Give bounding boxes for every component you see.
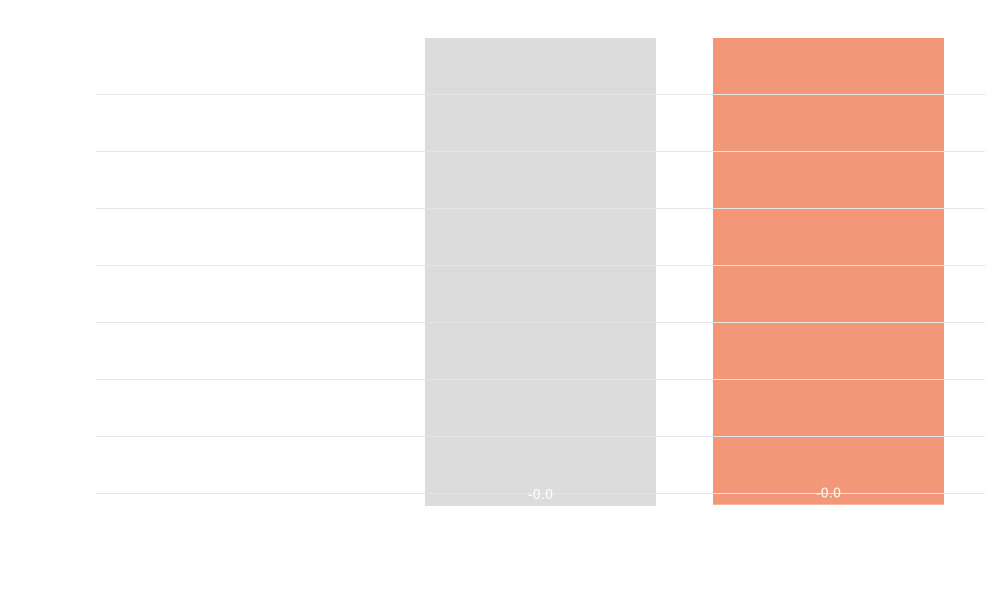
gridlines-overlay bbox=[96, 94, 985, 494]
bars bbox=[425, 38, 944, 506]
bar-value-label: -0.0 bbox=[816, 487, 841, 502]
bar-value-label: -0.0 bbox=[528, 488, 553, 503]
bar bbox=[425, 38, 656, 506]
data-labels: -0.0 -0.0 bbox=[528, 487, 841, 503]
bar bbox=[713, 38, 944, 505]
